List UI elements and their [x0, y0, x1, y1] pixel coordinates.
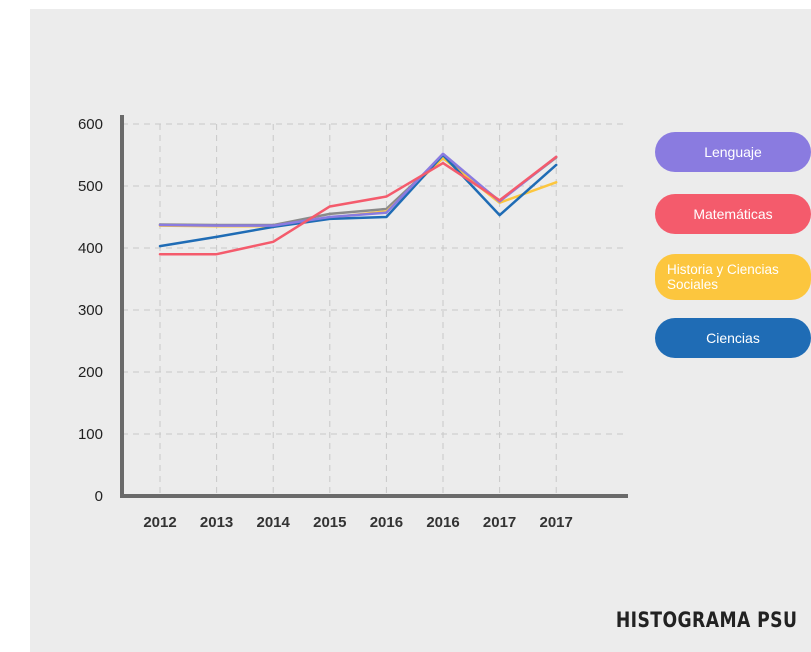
- series-line-ciencias: [158, 153, 558, 248]
- legend-item-historia: Historia y Ciencias Sociales: [655, 254, 811, 300]
- y-tick-label: 500: [78, 178, 103, 195]
- x-tick-label: 2016: [370, 514, 403, 531]
- y-tick-label: 600: [78, 116, 103, 133]
- chart-title: HISTOGRAMA PSU: [615, 608, 797, 632]
- x-tick-label: 2013: [200, 514, 233, 531]
- legend-item-lenguaje: Lenguaje: [655, 132, 811, 172]
- y-tick-label: 200: [78, 364, 103, 381]
- legend-label: Ciencias: [706, 329, 760, 346]
- x-tick-label: 2014: [257, 514, 291, 531]
- legend-label: Historia y Ciencias Sociales: [667, 262, 779, 292]
- legend-label: Lenguaje: [704, 143, 762, 160]
- y-tick-label: 400: [78, 240, 103, 257]
- x-tick-label: 2016: [426, 514, 459, 531]
- x-tick-label: 2017: [483, 514, 516, 531]
- legend-item-ciencias: Ciencias: [655, 318, 811, 358]
- series-line-lenguaje: [158, 152, 558, 227]
- x-tick-label: 2012: [143, 514, 176, 531]
- y-tick-label: 300: [78, 302, 103, 319]
- x-tick-label: 2015: [313, 514, 346, 531]
- y-tick-label: 0: [95, 488, 103, 505]
- x-tick-label: 2017: [540, 514, 573, 531]
- legend-item-matematicas: Matemáticas: [655, 194, 811, 234]
- series-line-matem-ticas: [158, 155, 558, 256]
- legend-label: Matemáticas: [693, 205, 773, 222]
- y-tick-label: 100: [78, 426, 103, 443]
